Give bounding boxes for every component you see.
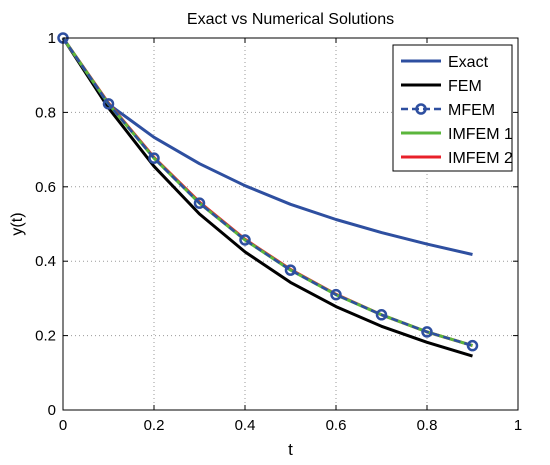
data-point-mfem (330, 288, 342, 301)
y-tick-label: 0.8 (35, 104, 56, 121)
data-point-mfem (148, 152, 160, 164)
y-axis-label: y(t) (9, 212, 26, 235)
x-axis-label: t (288, 440, 293, 459)
series-line-exact (61, 37, 473, 256)
legend: Exact FEM MFEM IMFEM 1 IMFEM 2 (392, 44, 513, 172)
series-layer (57, 32, 479, 358)
x-tick-label: 0.4 (235, 417, 256, 434)
series-line-fem (61, 37, 473, 358)
legend-label-imfem-2: IMFEM 2 (448, 150, 513, 167)
data-point-mfem (375, 309, 388, 321)
y-tick-label: 0.6 (35, 179, 56, 196)
data-point-mfem (421, 326, 433, 338)
series-line-mfem (61, 37, 473, 347)
plot-frame (62, 37, 519, 411)
chart-title: Exact vs Numerical Solutions (187, 11, 394, 28)
legend-label-imfem-1: IMFEM 1 (448, 126, 513, 143)
y-tick-label: 0 (48, 402, 56, 419)
x-tick-label: 0.8 (417, 417, 438, 434)
ticks: 0 0.2 0.4 0.6 0.8 1 0 0.2 0.4 0.6 0.8 1 (35, 30, 522, 434)
x-tick-label: 0.6 (326, 417, 347, 434)
data-point-mfem (239, 234, 251, 246)
data-point-mfem (466, 339, 479, 352)
legend-label-exact: Exact (448, 54, 489, 71)
y-tick-label: 0.4 (35, 253, 56, 270)
data-point-mfem (102, 98, 115, 110)
x-tick-label: 0 (59, 417, 67, 434)
legend-label-fem: FEM (448, 78, 482, 95)
y-tick-label: 1 (48, 30, 56, 47)
x-tick-label: 0.2 (144, 417, 165, 434)
legend-marker-mfem (415, 103, 427, 115)
x-tick-label: 1 (514, 417, 522, 434)
legend-label-mfem: MFEM (448, 102, 495, 119)
y-tick-label: 0.2 (35, 328, 56, 345)
data-point-mfem (193, 197, 206, 209)
data-point-mfem (284, 264, 297, 276)
